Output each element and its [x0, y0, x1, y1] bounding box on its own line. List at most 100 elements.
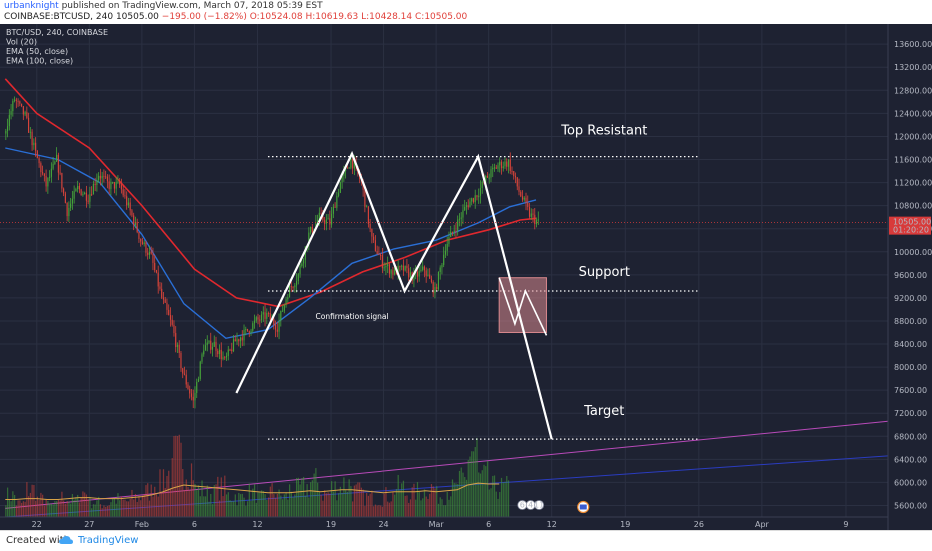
- candle-body: [183, 373, 186, 375]
- volume-bar: [68, 501, 70, 517]
- candle-body: [485, 175, 487, 183]
- candle-body: [7, 126, 9, 131]
- volume-bar: [40, 492, 42, 517]
- volume-bar: [304, 495, 306, 517]
- volume-bar: [488, 489, 490, 517]
- candle-body: [371, 228, 373, 237]
- candle-body: [148, 252, 151, 255]
- volume-bar: [478, 472, 480, 517]
- candle-body: [259, 319, 261, 321]
- candle-body: [129, 202, 131, 211]
- volume-bar: [457, 484, 459, 517]
- candle-body: [388, 264, 390, 274]
- candle-body: [29, 131, 31, 133]
- volume-bar: [492, 475, 494, 517]
- tradingview-logo-text[interactable]: TradingView: [78, 535, 139, 546]
- candle-body: [346, 167, 348, 169]
- volume-bar: [308, 497, 310, 517]
- volume-bar: [115, 503, 117, 517]
- candle-body: [222, 357, 224, 360]
- price-tick-label: 12400.00: [894, 109, 932, 118]
- candle-body: [348, 167, 350, 169]
- candle-body: [402, 265, 404, 271]
- volume-bar: [455, 483, 457, 517]
- candle-body: [292, 286, 294, 288]
- candle-body: [322, 213, 324, 221]
- volume-bar: [483, 464, 485, 517]
- volume-bar: [500, 477, 503, 517]
- candle-body: [304, 246, 306, 260]
- volume-bar: [297, 477, 299, 517]
- candle-body: [36, 150, 38, 159]
- volume-bar: [310, 482, 312, 517]
- candle-body: [257, 317, 259, 320]
- volume-bar: [134, 493, 137, 517]
- volume-bar: [301, 478, 303, 517]
- volume-bar: [353, 485, 356, 517]
- channel-line: [5, 420, 889, 509]
- candle-body: [262, 312, 264, 315]
- candle-body: [238, 339, 240, 342]
- volume-bar: [376, 505, 378, 517]
- volume-ma-line: [5, 482, 500, 500]
- volume-bar: [215, 484, 217, 517]
- candle-body: [85, 192, 87, 201]
- candle-body: [366, 206, 368, 208]
- candle-body: [401, 265, 403, 267]
- candle-body: [140, 239, 142, 242]
- volume-bar: [339, 486, 342, 517]
- candle-body: [103, 175, 105, 177]
- candle-body: [108, 181, 110, 189]
- volume-bar: [14, 495, 16, 517]
- volume-bar: [369, 493, 371, 517]
- volume-bar: [5, 505, 7, 517]
- candle-body: [490, 169, 492, 178]
- price-tick-label: 9200.00: [894, 294, 927, 303]
- volume-bar: [364, 505, 366, 517]
- candle-body: [40, 163, 42, 173]
- candle-body: [266, 312, 268, 319]
- candle-body: [488, 177, 490, 179]
- volume-bar: [420, 500, 422, 517]
- volume-bar: [122, 499, 124, 517]
- price-tick-label: 7200.00: [894, 409, 927, 418]
- candle-body: [248, 330, 250, 333]
- time-axis[interactable]: 22 27 Feb 6 12 19 24 Mar 6 12 19 26 Apr 9: [0, 516, 888, 529]
- volume-bar: [94, 504, 96, 517]
- volume-bar: [24, 501, 26, 517]
- candle-body: [126, 196, 128, 206]
- time-tick-label: 19: [620, 520, 630, 529]
- author-link[interactable]: urbanknight: [4, 1, 59, 11]
- volume-bar: [336, 500, 338, 517]
- candle-body: [451, 231, 454, 233]
- volume-bar: [290, 491, 292, 517]
- volume-bar: [395, 489, 398, 517]
- volume-bar: [253, 484, 256, 517]
- candle-body: [105, 176, 107, 178]
- price-chart[interactable]: Top Resistant Support Target Confirmation s…: [0, 24, 932, 530]
- volume-bar: [49, 503, 51, 517]
- candle-body: [404, 265, 406, 271]
- candle-body: [175, 333, 177, 348]
- event-marker-count: 11: [534, 501, 544, 510]
- candle-body: [211, 346, 214, 350]
- candle-body: [278, 320, 280, 332]
- volume-bar: [495, 491, 497, 517]
- volume-bar: [203, 496, 205, 517]
- volume-bar: [408, 502, 410, 517]
- candle-body: [236, 339, 238, 342]
- candle-body: [481, 181, 483, 188]
- target-label: Target: [583, 404, 624, 419]
- candle-body: [332, 206, 334, 214]
- created-with-text: Created with: [6, 535, 70, 546]
- candle-body: [138, 232, 140, 240]
- volume-bar: [311, 480, 313, 517]
- volume-bar: [294, 494, 296, 517]
- candle-body: [91, 194, 93, 196]
- candle-body: [24, 112, 26, 115]
- candle-body: [169, 315, 172, 320]
- volume-bar: [231, 500, 233, 517]
- price-axis[interactable]: 13600.00 13200.00 12800.00 12400.00 12000.00…: [887, 24, 932, 530]
- cloud-logo-icon: [59, 536, 73, 544]
